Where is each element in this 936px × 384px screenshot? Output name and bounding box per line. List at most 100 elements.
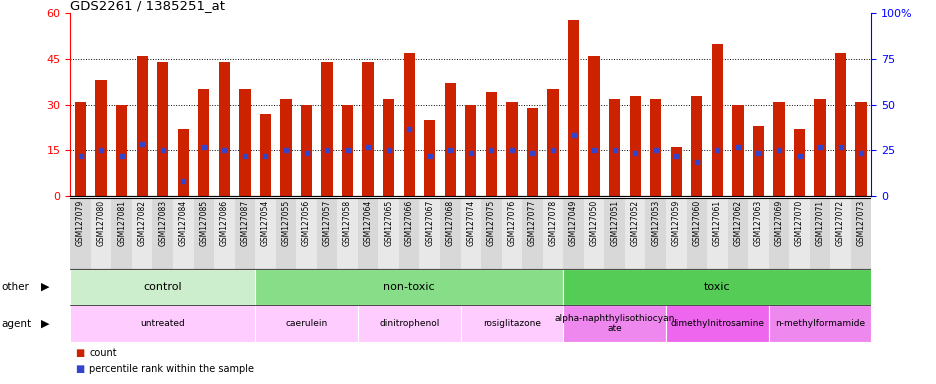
Bar (70, 269, 255, 305)
Bar (218, 62, 229, 196)
Text: GSM127069: GSM127069 (774, 200, 782, 246)
Bar (239, 89, 250, 196)
Bar (588, 56, 599, 196)
Text: GSM127081: GSM127081 (117, 200, 126, 246)
Bar (280, 99, 291, 196)
Bar (153, 198, 173, 269)
Bar (752, 126, 763, 196)
Bar (547, 89, 558, 196)
Text: non-toxic: non-toxic (383, 282, 434, 292)
Text: GDS2261 / 1385251_at: GDS2261 / 1385251_at (70, 0, 225, 12)
Bar (608, 99, 620, 196)
Bar (813, 99, 825, 196)
Bar (213, 198, 234, 269)
Bar (505, 102, 517, 196)
Point (750, 150, 765, 156)
Text: toxic: toxic (703, 282, 730, 292)
Bar (95, 80, 107, 196)
Bar (255, 305, 358, 342)
Point (627, 150, 642, 156)
Bar (70, 305, 255, 342)
Point (483, 147, 498, 153)
Bar (834, 53, 845, 196)
Text: GSM127071: GSM127071 (814, 200, 824, 246)
Bar (132, 198, 153, 269)
Bar (829, 198, 850, 269)
Bar (461, 305, 563, 342)
Bar (445, 83, 456, 196)
Text: ■: ■ (75, 348, 84, 358)
Text: GSM127078: GSM127078 (548, 200, 557, 246)
Point (422, 153, 437, 159)
Point (545, 147, 560, 153)
Text: control: control (143, 282, 182, 292)
Bar (563, 305, 665, 342)
Point (524, 150, 539, 156)
Bar (563, 198, 583, 269)
Bar (321, 62, 332, 196)
Point (237, 153, 252, 159)
Text: ▶: ▶ (41, 282, 50, 292)
Bar (342, 104, 353, 196)
Bar (137, 56, 148, 196)
Bar (480, 198, 501, 269)
Text: GSM127068: GSM127068 (446, 200, 454, 246)
Text: GSM127058: GSM127058 (343, 200, 352, 246)
Text: percentile rank within the sample: percentile rank within the sample (89, 364, 254, 374)
Bar (111, 198, 132, 269)
Text: n-methylformamide: n-methylformamide (774, 319, 864, 328)
Text: GSM127060: GSM127060 (692, 200, 700, 246)
Bar (772, 102, 783, 196)
Text: dimethylnitrosamine: dimethylnitrosamine (669, 319, 764, 328)
Text: GSM127070: GSM127070 (794, 200, 803, 246)
Text: GSM127086: GSM127086 (220, 200, 228, 246)
Point (176, 177, 191, 184)
Bar (378, 198, 399, 269)
Bar (665, 198, 686, 269)
Bar (440, 198, 461, 269)
Text: GSM127085: GSM127085 (199, 200, 208, 246)
Text: GSM127065: GSM127065 (384, 200, 393, 246)
Bar (567, 20, 578, 196)
Point (791, 153, 806, 159)
Text: dinitrophenol: dinitrophenol (379, 319, 439, 328)
Point (216, 147, 231, 153)
Text: untreated: untreated (140, 319, 185, 328)
Bar (563, 269, 870, 305)
Point (278, 147, 293, 153)
Point (770, 147, 785, 153)
Bar (604, 198, 624, 269)
Bar (747, 198, 768, 269)
Bar (793, 129, 804, 196)
Point (197, 144, 212, 150)
Bar (157, 62, 168, 196)
Point (565, 132, 580, 138)
Bar (711, 44, 723, 196)
Text: GSM127049: GSM127049 (568, 200, 578, 246)
Point (360, 144, 375, 150)
Bar (521, 198, 542, 269)
Text: GSM127052: GSM127052 (630, 200, 639, 246)
Bar (419, 198, 440, 269)
Bar (399, 198, 419, 269)
Text: GSM127055: GSM127055 (281, 200, 290, 246)
Bar (461, 198, 480, 269)
Text: GSM127077: GSM127077 (527, 200, 536, 246)
Bar (850, 198, 870, 269)
Point (299, 150, 314, 156)
Bar (629, 96, 640, 196)
Bar (173, 198, 194, 269)
Point (730, 144, 745, 150)
Point (94, 147, 109, 153)
Text: ■: ■ (75, 364, 84, 374)
Text: rosiglitazone: rosiglitazone (482, 319, 540, 328)
Point (257, 153, 272, 159)
Bar (316, 198, 337, 269)
Point (114, 153, 129, 159)
Bar (583, 198, 604, 269)
Bar (665, 305, 768, 342)
Bar (255, 198, 275, 269)
Point (607, 147, 622, 153)
Text: GSM127083: GSM127083 (158, 200, 167, 246)
Bar (731, 104, 743, 196)
